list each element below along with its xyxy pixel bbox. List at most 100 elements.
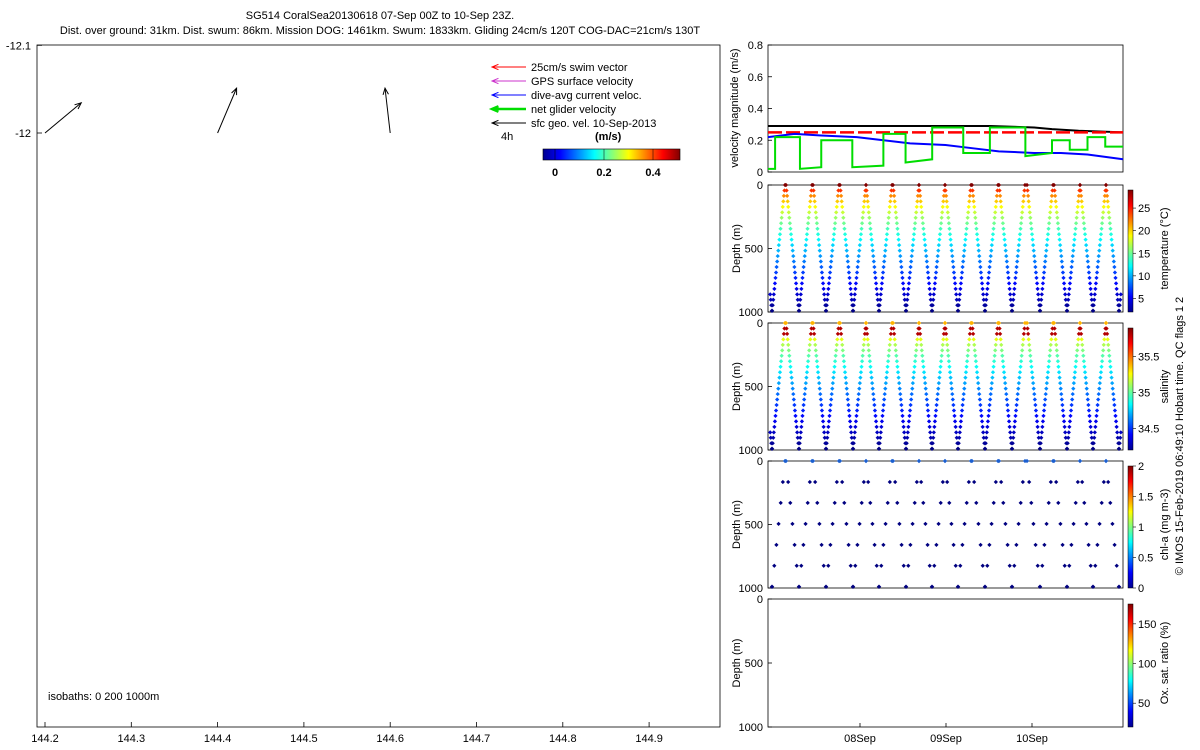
- profile-point: [803, 243, 808, 248]
- profile-point: [1073, 221, 1079, 226]
- profile-point: [905, 430, 910, 435]
- profile-point: [933, 408, 939, 413]
- profile-point: [915, 331, 921, 337]
- profile-point: [827, 270, 833, 275]
- profile-point: [883, 521, 888, 526]
- profile-point: [1099, 226, 1104, 231]
- profile-point: [1084, 243, 1089, 248]
- profile-point: [909, 397, 914, 402]
- profile-point: [900, 281, 906, 286]
- profile-point: [983, 308, 988, 313]
- profile-point: [881, 542, 886, 547]
- profile-point: [1059, 397, 1064, 402]
- profile-point: [870, 386, 875, 391]
- profile-point: [906, 281, 912, 286]
- profile-point: [954, 292, 959, 297]
- profile-point: [1063, 297, 1068, 302]
- profile-point: [844, 243, 849, 248]
- profile-point: [1045, 237, 1050, 242]
- profile-point: [963, 370, 969, 375]
- profile-point: [804, 232, 810, 237]
- profile-point: [1089, 435, 1094, 440]
- profile-point: [805, 500, 810, 506]
- profile-point: [977, 253, 982, 259]
- speed-colorbar: [542, 148, 681, 161]
- profile-point: [807, 204, 812, 209]
- profile-point: [1005, 264, 1010, 270]
- profile-point: [884, 232, 890, 237]
- profile-point: [1017, 375, 1022, 380]
- profile-point: [1110, 386, 1115, 391]
- profile-point: [855, 542, 860, 547]
- profile-point: [911, 237, 916, 242]
- profile-point: [1061, 413, 1066, 419]
- profile-point: [800, 275, 805, 281]
- profile-point: [961, 391, 966, 397]
- profile-point: [1012, 281, 1018, 286]
- profile-point: [872, 402, 877, 408]
- profile-point: [935, 259, 940, 264]
- profile-point: [1098, 232, 1104, 237]
- profile-point: [803, 248, 808, 253]
- profile-point: [837, 182, 843, 188]
- profile-point: [1086, 402, 1091, 408]
- profile-point: [838, 188, 843, 193]
- profile-point: [909, 259, 914, 264]
- profile-point: [994, 199, 999, 204]
- profile-point: [1031, 521, 1036, 526]
- profile-point: [943, 326, 948, 331]
- profile-point: [1043, 259, 1048, 264]
- profile-point: [794, 563, 799, 568]
- profile-point: [861, 348, 866, 353]
- profile-point: [933, 413, 938, 419]
- profile-point: [912, 221, 918, 226]
- profile-point: [1046, 226, 1051, 231]
- profile-point: [991, 500, 996, 506]
- profile-point: [986, 413, 991, 419]
- profile-point: [778, 500, 783, 506]
- profile-point: [1088, 424, 1093, 429]
- profile-point: [1092, 297, 1097, 302]
- map-xtick-label: 144.5: [290, 733, 318, 745]
- section-colorbar: [1127, 327, 1134, 451]
- profile-point: [779, 353, 784, 358]
- depth-tick-label: 500: [745, 520, 763, 532]
- profile-point: [1082, 370, 1088, 375]
- profile-point: [895, 500, 900, 506]
- profile-point: [800, 413, 805, 419]
- profile-point: [973, 353, 978, 358]
- profile-point: [807, 210, 812, 215]
- profile-point: [1111, 259, 1116, 264]
- profile-point: [1021, 337, 1026, 342]
- profile-point: [924, 397, 929, 402]
- profile-point: [1086, 264, 1091, 270]
- profile-point: [984, 292, 989, 297]
- profile-point: [1028, 353, 1033, 358]
- geostrophic-vector: [382, 86, 391, 134]
- profile-point: [1027, 210, 1032, 215]
- profile-point: [775, 391, 780, 397]
- profile-point: [817, 386, 822, 391]
- profile-point: [978, 270, 984, 275]
- profile-point: [941, 331, 947, 337]
- colorbar-tick-label: 0: [1138, 583, 1144, 595]
- profile-point: [799, 419, 805, 424]
- profile-point: [797, 446, 802, 451]
- profile-point: [1031, 381, 1036, 386]
- profile-point: [1042, 542, 1047, 547]
- profile-point: [912, 359, 918, 364]
- profile-point: [1095, 264, 1100, 270]
- profile-point: [855, 402, 860, 408]
- profile-point: [1034, 275, 1039, 281]
- legend-label: net glider velocity: [531, 104, 616, 116]
- profile-point: [917, 326, 922, 331]
- profile-point: [859, 221, 865, 226]
- profile-point: [860, 353, 865, 358]
- profile-point: [1106, 210, 1111, 215]
- profile-point: [1021, 331, 1027, 337]
- profile-point: [826, 286, 831, 291]
- profile-point: [921, 500, 926, 506]
- profile-point: [804, 375, 809, 380]
- profile-point: [1033, 264, 1038, 270]
- profile-point: [964, 364, 969, 369]
